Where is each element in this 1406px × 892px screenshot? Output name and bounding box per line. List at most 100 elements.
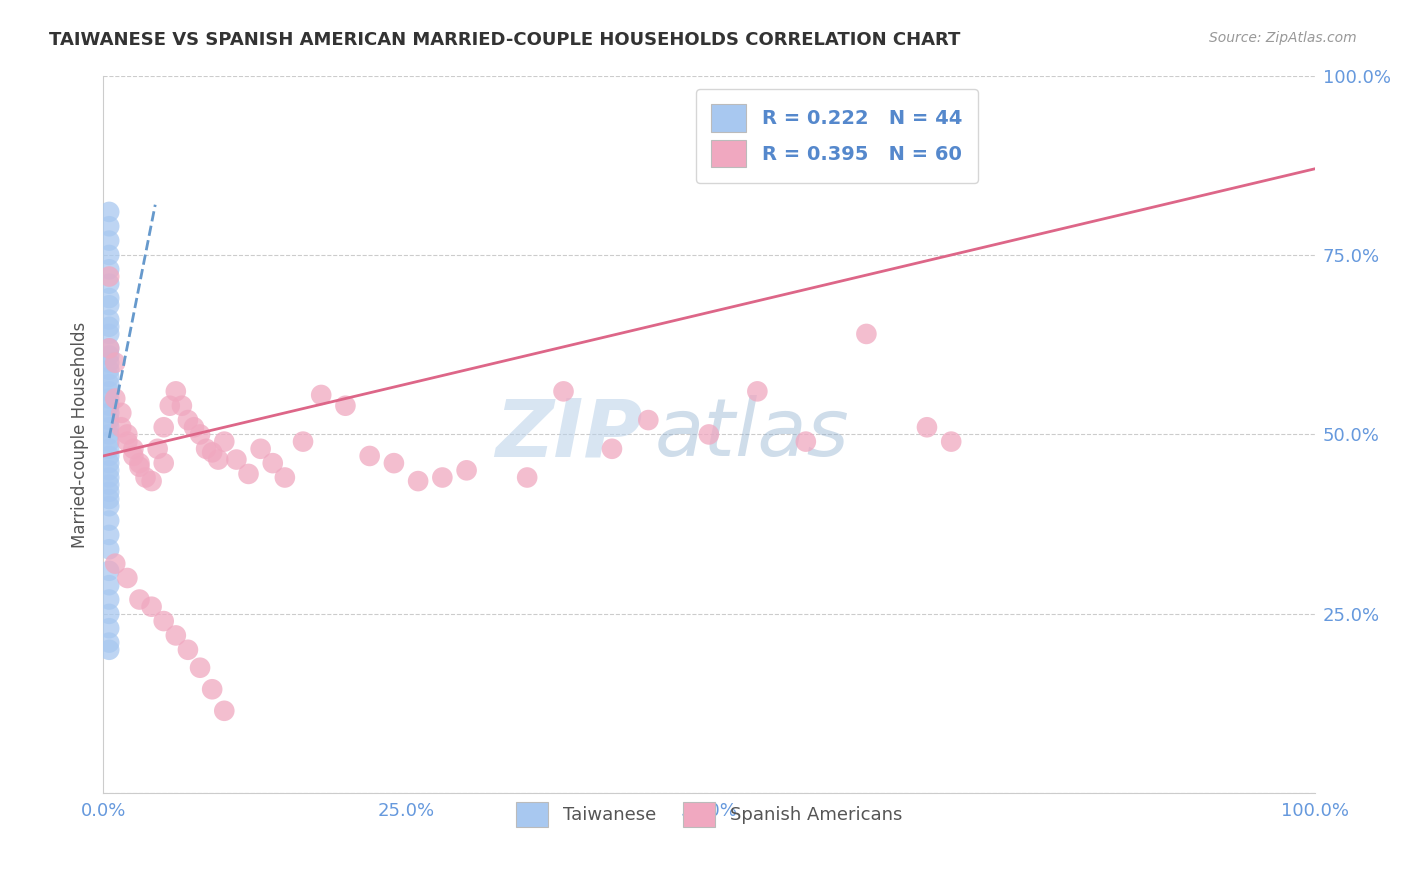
Point xyxy=(177,642,200,657)
Point xyxy=(309,388,332,402)
Point xyxy=(98,370,121,384)
Point xyxy=(110,420,132,434)
Y-axis label: Married-couple Households: Married-couple Households xyxy=(72,321,89,548)
Point xyxy=(122,442,145,456)
Point xyxy=(98,363,121,377)
Text: Source: ZipAtlas.com: Source: ZipAtlas.com xyxy=(1209,31,1357,45)
Point xyxy=(335,399,357,413)
Point xyxy=(98,420,121,434)
Point xyxy=(110,406,132,420)
Legend: Taiwanese, Spanish Americans: Taiwanese, Spanish Americans xyxy=(509,795,910,835)
Point xyxy=(117,571,139,585)
Point xyxy=(98,262,121,277)
Point xyxy=(177,413,200,427)
Point xyxy=(292,434,315,449)
Point xyxy=(98,427,121,442)
Point xyxy=(98,542,121,557)
Point xyxy=(170,399,193,413)
Point xyxy=(915,420,938,434)
Point xyxy=(104,557,127,571)
Point xyxy=(188,427,211,442)
Point xyxy=(98,642,121,657)
Point xyxy=(98,564,121,578)
Point xyxy=(600,442,623,456)
Point xyxy=(201,682,224,697)
Point xyxy=(122,449,145,463)
Point xyxy=(98,205,121,219)
Point xyxy=(152,456,174,470)
Point xyxy=(697,427,720,442)
Point xyxy=(941,434,963,449)
Point xyxy=(117,427,139,442)
Point xyxy=(98,635,121,649)
Point xyxy=(98,277,121,291)
Point xyxy=(637,413,659,427)
Point xyxy=(98,621,121,635)
Point xyxy=(98,449,121,463)
Point xyxy=(98,298,121,312)
Point xyxy=(98,491,121,506)
Point xyxy=(249,442,271,456)
Point xyxy=(152,614,174,628)
Point xyxy=(98,392,121,406)
Point xyxy=(262,456,284,470)
Point xyxy=(225,452,247,467)
Point xyxy=(183,420,205,434)
Point xyxy=(98,500,121,514)
Point xyxy=(238,467,260,481)
Point xyxy=(98,377,121,392)
Point xyxy=(165,628,187,642)
Point xyxy=(98,319,121,334)
Point xyxy=(98,463,121,477)
Point xyxy=(214,704,236,718)
Text: ZIP: ZIP xyxy=(495,395,643,474)
Point xyxy=(141,474,163,488)
Point xyxy=(98,484,121,499)
Point xyxy=(98,528,121,542)
Point xyxy=(98,514,121,528)
Point xyxy=(98,349,121,363)
Point xyxy=(98,219,121,234)
Point xyxy=(98,291,121,305)
Point xyxy=(98,456,121,470)
Point xyxy=(516,470,538,484)
Point xyxy=(98,384,121,399)
Point xyxy=(794,434,817,449)
Point xyxy=(359,449,381,463)
Text: atlas: atlas xyxy=(654,395,849,474)
Point xyxy=(98,607,121,621)
Point xyxy=(98,578,121,592)
Point xyxy=(104,392,127,406)
Point xyxy=(98,341,121,355)
Point xyxy=(98,326,121,341)
Point xyxy=(98,470,121,484)
Point xyxy=(128,592,150,607)
Point xyxy=(553,384,575,399)
Point xyxy=(146,442,169,456)
Point xyxy=(98,406,121,420)
Point xyxy=(98,248,121,262)
Point xyxy=(128,459,150,474)
Point xyxy=(855,326,877,341)
Point xyxy=(98,341,121,355)
Point xyxy=(214,434,236,449)
Point xyxy=(98,269,121,284)
Point xyxy=(165,384,187,399)
Point xyxy=(159,399,181,413)
Point xyxy=(98,356,121,370)
Point xyxy=(98,413,121,427)
Point xyxy=(747,384,769,399)
Point xyxy=(128,456,150,470)
Point xyxy=(152,420,174,434)
Point xyxy=(98,477,121,491)
Point xyxy=(98,442,121,456)
Point xyxy=(141,599,163,614)
Point xyxy=(207,452,229,467)
Point xyxy=(195,442,218,456)
Point xyxy=(274,470,297,484)
Text: TAIWANESE VS SPANISH AMERICAN MARRIED-COUPLE HOUSEHOLDS CORRELATION CHART: TAIWANESE VS SPANISH AMERICAN MARRIED-CO… xyxy=(49,31,960,49)
Point xyxy=(98,234,121,248)
Point xyxy=(456,463,478,477)
Point xyxy=(98,592,121,607)
Point xyxy=(135,470,157,484)
